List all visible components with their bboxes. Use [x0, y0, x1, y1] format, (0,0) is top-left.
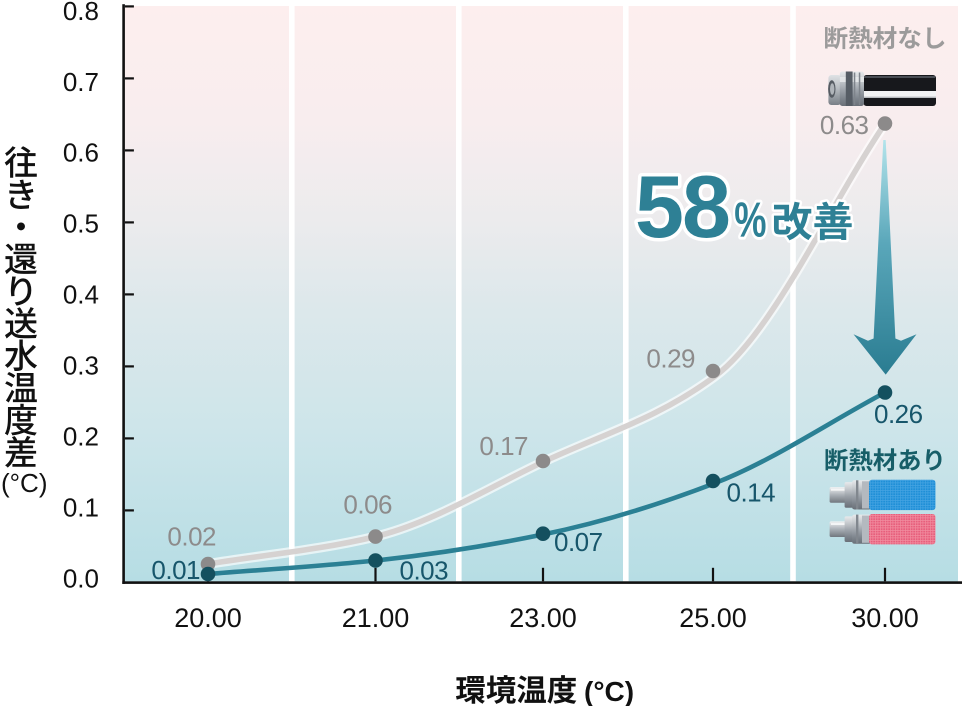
- svg-text:0.29: 0.29: [646, 344, 695, 374]
- svg-text:0.3: 0.3: [63, 351, 99, 381]
- svg-text:21.00: 21.00: [342, 603, 410, 633]
- svg-text:20.00: 20.00: [174, 603, 242, 633]
- svg-text:%: %: [734, 193, 766, 248]
- svg-text:0.1: 0.1: [63, 492, 99, 522]
- svg-text:0.63: 0.63: [820, 110, 869, 140]
- svg-text:0.01: 0.01: [151, 555, 200, 585]
- svg-text:(°C): (°C): [584, 676, 634, 706]
- svg-text:0.0: 0.0: [63, 563, 99, 593]
- svg-text:0.5: 0.5: [63, 209, 99, 239]
- svg-text:0.14: 0.14: [727, 478, 776, 508]
- svg-text:0.8: 0.8: [63, 0, 99, 26]
- svg-text:0.7: 0.7: [63, 67, 99, 97]
- svg-text:58: 58: [635, 157, 729, 256]
- svg-text:25.00: 25.00: [679, 603, 747, 633]
- svg-text:0.17: 0.17: [479, 431, 528, 461]
- svg-text:0.06: 0.06: [343, 490, 392, 520]
- svg-text:0.4: 0.4: [63, 280, 99, 310]
- svg-text:0.26: 0.26: [874, 399, 923, 429]
- svg-text:30.00: 30.00: [851, 603, 919, 633]
- svg-text:(°C): (°C): [1, 468, 48, 498]
- svg-text:23.00: 23.00: [509, 603, 577, 633]
- svg-text:0.6: 0.6: [63, 138, 99, 168]
- svg-text:0.07: 0.07: [554, 527, 603, 557]
- svg-text:0.02: 0.02: [167, 522, 216, 552]
- svg-text:0.2: 0.2: [63, 421, 99, 451]
- svg-text:0.03: 0.03: [400, 556, 449, 586]
